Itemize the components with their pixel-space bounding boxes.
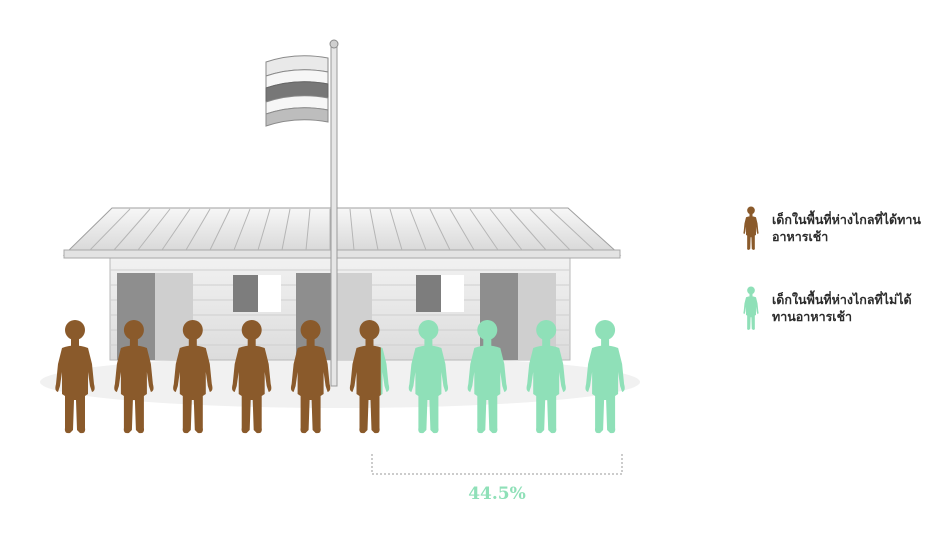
legend-item-fed: เด็กในพื้นที่ห่างไกลที่ได้ทานอาหารเช้า [740,205,930,251]
school-door [296,273,334,360]
child-figure-icon [55,320,95,434]
child-figure-icon [740,205,762,251]
legend: เด็กในพื้นที่ห่างไกลที่ได้ทานอาหารเช้า เ… [740,205,930,365]
legend-label: เด็กในพื้นที่ห่างไกลที่ได้ทานอาหารเช้า [772,212,921,244]
flag [265,55,329,127]
legend-label: เด็กในพื้นที่ห่างไกลที่ไม่ได้ทานอาหารเช้… [772,292,912,324]
flagpole [330,45,338,387]
child-figure-icon [740,285,762,331]
legend-item-not-fed: เด็กในพื้นที่ห่างไกลที่ไม่ได้ทานอาหารเช้… [740,285,930,331]
highlight-percentage: 44.5% [468,484,526,504]
child-figure-icon [585,320,625,434]
highlight-bracket [371,454,623,475]
